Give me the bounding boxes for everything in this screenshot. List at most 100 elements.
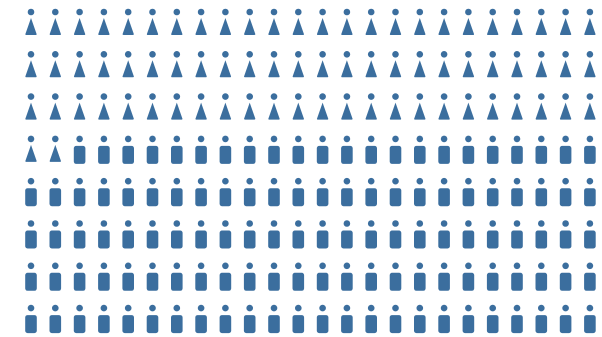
person-head — [440, 51, 448, 58]
person-head — [465, 262, 472, 270]
male-person-icon — [584, 220, 596, 249]
person-body — [146, 102, 159, 120]
person-body — [171, 18, 183, 35]
person-head — [586, 93, 594, 100]
person-head — [465, 177, 472, 185]
person-body — [73, 272, 86, 291]
person-head — [173, 177, 181, 185]
person-head — [562, 304, 569, 312]
person-body — [365, 18, 377, 35]
female-person-icon — [584, 93, 596, 120]
person-body — [171, 230, 183, 249]
person-body — [462, 145, 475, 164]
person-body — [462, 18, 475, 35]
person-body — [49, 188, 62, 207]
person-body — [171, 102, 183, 120]
male-person-icon — [98, 220, 110, 249]
person-body — [73, 102, 86, 120]
male-person-icon — [98, 135, 110, 164]
person-body — [414, 60, 426, 78]
male-person-icon — [389, 177, 402, 207]
male-person-icon — [292, 135, 305, 164]
person-body — [268, 315, 280, 334]
person-head — [124, 177, 132, 185]
female-person-icon — [462, 51, 475, 78]
person-body — [292, 102, 304, 120]
female-person-icon — [25, 135, 37, 162]
person-head — [295, 304, 302, 312]
person-head — [149, 51, 156, 58]
person-body — [438, 188, 450, 207]
person-head — [367, 8, 375, 16]
person-head — [76, 51, 83, 58]
male-person-icon — [341, 177, 353, 207]
person-body — [584, 60, 596, 78]
person-body — [535, 272, 548, 291]
female-person-icon — [462, 8, 475, 35]
female-person-icon — [49, 135, 61, 162]
male-person-icon — [268, 304, 280, 334]
female-person-icon — [49, 93, 61, 120]
person-head — [149, 177, 156, 185]
male-person-icon — [146, 177, 159, 207]
person-head — [489, 8, 497, 16]
person-head — [538, 177, 545, 185]
person-head — [149, 135, 156, 143]
person-body — [122, 188, 134, 207]
person-head — [197, 177, 205, 185]
person-body — [98, 18, 110, 35]
person-head — [513, 177, 521, 185]
person-body — [122, 18, 134, 35]
person-body — [584, 230, 596, 249]
person-head — [513, 51, 521, 58]
person-head — [149, 8, 156, 16]
male-person-icon — [511, 304, 523, 334]
person-body — [122, 315, 134, 334]
male-person-icon — [584, 262, 596, 291]
person-body — [98, 230, 110, 249]
person-body — [559, 272, 572, 291]
female-person-icon — [195, 93, 207, 120]
person-head — [319, 262, 326, 270]
male-person-icon — [49, 262, 62, 291]
person-head — [295, 177, 302, 185]
person-head — [124, 8, 132, 16]
person-body — [414, 102, 426, 120]
person-head — [52, 51, 59, 58]
male-person-icon — [414, 262, 426, 291]
female-person-icon — [73, 8, 86, 35]
person-body — [292, 272, 305, 291]
person-body — [535, 18, 547, 35]
person-head — [295, 8, 302, 16]
female-person-icon — [219, 8, 232, 35]
person-head — [586, 220, 594, 227]
person-head — [392, 220, 399, 227]
person-head — [76, 135, 83, 143]
person-head — [222, 8, 229, 16]
person-head — [416, 93, 424, 100]
male-person-icon — [146, 135, 159, 164]
male-person-icon — [195, 135, 207, 164]
female-person-icon — [535, 8, 547, 35]
person-head — [197, 135, 205, 143]
female-person-icon — [438, 93, 450, 120]
female-person-icon — [73, 51, 86, 78]
person-body — [487, 102, 499, 120]
male-person-icon — [559, 177, 572, 207]
person-head — [586, 8, 594, 16]
person-body — [389, 230, 402, 249]
person-body — [219, 230, 232, 249]
male-person-icon — [341, 220, 353, 249]
male-person-icon — [486, 177, 499, 207]
male-person-icon — [268, 262, 280, 291]
person-head — [149, 262, 156, 270]
person-body — [171, 188, 183, 207]
person-head — [392, 8, 399, 16]
person-body — [511, 60, 523, 78]
person-body — [462, 272, 475, 291]
person-body — [244, 102, 256, 120]
person-body — [511, 272, 523, 291]
male-person-icon — [365, 177, 377, 207]
person-body — [244, 60, 256, 78]
person-body — [146, 315, 159, 334]
